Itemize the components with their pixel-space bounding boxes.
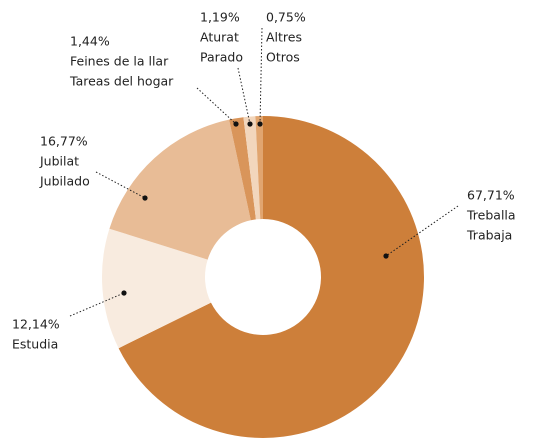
label-dot xyxy=(383,253,389,259)
category-label: Estudia xyxy=(12,337,58,352)
category-label: Parado xyxy=(200,50,243,65)
label-dot xyxy=(121,290,127,296)
category-label: Trabaja xyxy=(466,228,512,243)
donut-slice xyxy=(101,228,211,349)
leader-line xyxy=(95,171,146,199)
category-label: Tareas del hogar xyxy=(69,74,174,89)
value-label: 0,75% xyxy=(266,10,306,25)
donut-slice xyxy=(243,116,261,220)
value-label: 67,71% xyxy=(467,188,515,203)
label-dot xyxy=(142,195,148,201)
category-label: Treballa xyxy=(466,208,516,223)
value-label: 16,77% xyxy=(40,134,88,149)
label-dot xyxy=(233,121,239,127)
leader-line xyxy=(259,27,263,125)
donut-slice xyxy=(118,116,424,438)
category-label: Aturat xyxy=(200,30,239,45)
label-dot xyxy=(247,121,253,127)
category-label: Jubilado xyxy=(39,174,90,189)
leader-line xyxy=(237,67,251,125)
leader-line xyxy=(196,87,237,125)
category-label: Altres xyxy=(266,30,302,45)
category-label: Otros xyxy=(266,50,300,65)
value-label: 1,44% xyxy=(70,34,110,49)
donut-slice xyxy=(229,117,256,221)
leader-line xyxy=(385,205,459,257)
category-label: Jubilat xyxy=(39,154,79,169)
donut-slice xyxy=(109,119,251,260)
donut-slice xyxy=(255,116,263,220)
value-label: 1,19% xyxy=(200,10,240,25)
value-label: 12,14% xyxy=(12,317,60,332)
leader-line xyxy=(69,292,125,317)
category-label: Feines de la llar xyxy=(70,54,169,69)
label-dot xyxy=(257,121,263,127)
